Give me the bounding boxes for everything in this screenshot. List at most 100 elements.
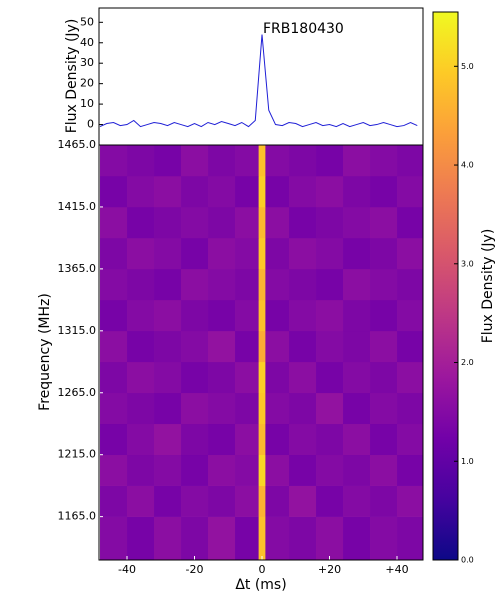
heatmap-cell xyxy=(258,299,266,332)
heatmap-cell xyxy=(397,145,423,177)
heatmap-cell xyxy=(100,423,128,456)
heatmap-cell xyxy=(289,423,317,456)
heatmap-cell xyxy=(208,454,236,486)
heatmap-cell xyxy=(154,423,182,456)
heatmap-cell xyxy=(370,454,398,486)
heatmap-cell xyxy=(265,175,290,208)
heatmap-cell xyxy=(208,330,236,363)
y-tick-label: 10 xyxy=(80,97,94,110)
heatmap-cell xyxy=(258,237,266,270)
heatmap-cell xyxy=(235,516,259,560)
heatmap-cell xyxy=(127,454,155,486)
heatmap-cell xyxy=(316,237,344,270)
heatmap-cell xyxy=(181,516,209,560)
heatmap-cell xyxy=(265,268,290,301)
colorbar-tick-label: 2.0 xyxy=(461,358,474,367)
heatmap-cell xyxy=(208,516,236,560)
colorbar-tick-label: 0.0 xyxy=(461,556,474,565)
heatmap-cell xyxy=(343,299,371,332)
heatmap-cell xyxy=(316,485,344,517)
heatmap-cell xyxy=(265,392,290,425)
colorbar-tick-label: 4.0 xyxy=(461,161,474,170)
heatmap-cell xyxy=(258,268,266,301)
y-tick-label: 1265.0 xyxy=(58,386,97,399)
heatmap-cell xyxy=(235,361,259,394)
heatmap-cell xyxy=(289,361,317,394)
annotation: FRB180430 xyxy=(263,21,344,37)
y-tick-label: 1315.0 xyxy=(58,324,97,337)
heatmap-cell xyxy=(289,237,317,270)
heatmap-cell xyxy=(397,361,423,394)
heatmap-cell xyxy=(208,392,236,425)
heatmap-cell xyxy=(397,268,423,301)
colorbar-tick-label: 3.0 xyxy=(461,259,474,268)
heatmap-cell xyxy=(127,299,155,332)
heatmap-cell xyxy=(316,330,344,363)
heatmap-cell xyxy=(154,175,182,208)
y-axis-label: Flux Density (Jy) xyxy=(64,19,80,134)
heatmap-cell xyxy=(258,454,266,486)
heatmap-cell xyxy=(181,361,209,394)
heatmap-cell xyxy=(181,268,209,301)
heatmap-cell xyxy=(258,361,266,394)
heatmap-cell xyxy=(265,330,290,363)
x-tick-label: +40 xyxy=(385,563,408,576)
heatmap-cell xyxy=(265,299,290,332)
heatmap-cell xyxy=(289,175,317,208)
heatmap-cell xyxy=(127,423,155,456)
heatmap-cell xyxy=(397,392,423,425)
heatmap-cell xyxy=(370,485,398,517)
heatmap-cell xyxy=(100,145,128,177)
heatmap-cell xyxy=(235,454,259,486)
y-tick-label: 1465.0 xyxy=(58,138,97,151)
heatmap-cell xyxy=(208,268,236,301)
heatmap-cell xyxy=(343,392,371,425)
heatmap-cell xyxy=(235,206,259,239)
heatmap-cell xyxy=(265,423,290,456)
heatmap-cell xyxy=(154,237,182,270)
heatmap-cell xyxy=(397,485,423,517)
heatmap-cell xyxy=(265,361,290,394)
heatmap-cell xyxy=(235,175,259,208)
heatmap-cell xyxy=(208,175,236,208)
y-tick-label: 30 xyxy=(80,56,94,69)
heatmap-cell xyxy=(316,206,344,239)
heatmap-cell xyxy=(289,485,317,517)
heatmap-cell xyxy=(289,516,317,560)
heatmap-cell xyxy=(100,361,128,394)
heatmap-cell xyxy=(258,392,266,425)
heatmap-cell xyxy=(258,516,266,560)
heatmap-cell xyxy=(316,392,344,425)
heatmap-cell xyxy=(127,392,155,425)
heatmap-cell xyxy=(343,145,371,177)
heatmap-cell xyxy=(100,237,128,270)
heatmap-cell xyxy=(370,145,398,177)
heatmap-cell xyxy=(100,330,128,363)
heatmap-cell xyxy=(100,175,128,208)
heatmap-cell xyxy=(127,485,155,517)
y-tick-label: 1215.0 xyxy=(58,448,97,461)
heatmap-cell xyxy=(397,516,423,560)
axes-frame xyxy=(98,144,424,561)
heatmap-cell xyxy=(370,516,398,560)
heatmap-cell xyxy=(343,485,371,517)
heatmap-cell xyxy=(235,485,259,517)
heatmap-cell xyxy=(208,145,236,177)
heatmap-cell xyxy=(181,454,209,486)
colorbar-tick-label: 1.0 xyxy=(461,457,474,466)
heatmap-cell xyxy=(258,485,266,517)
heatmap-cell xyxy=(397,237,423,270)
y-tick-label: 20 xyxy=(80,77,94,90)
plot-area xyxy=(99,34,418,128)
heatmap-cell xyxy=(370,268,398,301)
heatmap-cell xyxy=(154,516,182,560)
heatmap-cell xyxy=(265,206,290,239)
heatmap-cell xyxy=(235,299,259,332)
heatmap-cell xyxy=(258,423,266,456)
heatmap-cell xyxy=(397,175,423,208)
heatmap-cell xyxy=(154,454,182,486)
heatmap-cell xyxy=(265,454,290,486)
heatmap-cell xyxy=(154,361,182,394)
y-axis-label: Frequency (MHz) xyxy=(37,293,53,411)
